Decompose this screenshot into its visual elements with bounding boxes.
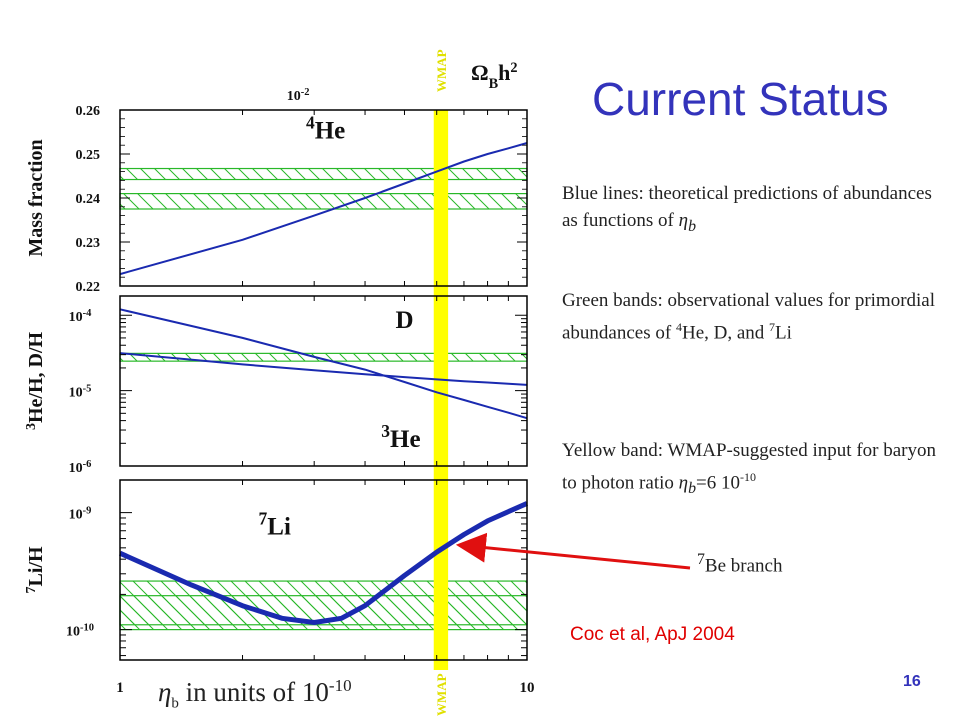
panel-frame-lithium-7 <box>119 479 528 661</box>
observation-band-helium-4-1 <box>119 193 528 210</box>
theory-curve-deuterium-helium-3-1 <box>119 352 528 386</box>
desc-blue-text: Blue lines: theoretical predictions of a… <box>562 183 932 231</box>
eta-symbol: η <box>678 472 689 494</box>
y-tick-label: 0.26 <box>76 104 101 119</box>
desc-green-text2: He, D, and <box>681 322 765 344</box>
y-axis-title-lithium-7: 7Li/H <box>24 546 48 593</box>
desc-green-text3: Li <box>775 322 792 344</box>
be-branch-arrow <box>455 532 691 570</box>
x-tick-label: 1 <box>116 680 124 696</box>
panel-frame-deuterium-helium-3 <box>119 295 528 467</box>
observation-band-helium-4-0 <box>119 167 528 181</box>
wmap-label-top: WMAP <box>434 49 449 92</box>
theory-curve-lithium-7-0 <box>118 501 529 625</box>
be-branch-label: 7Be branch <box>697 551 782 577</box>
theory-curve-deuterium-helium-3-0 <box>119 308 528 420</box>
series-label-helium-4-0: 4He <box>306 113 345 145</box>
y-tick-label: 10-10 <box>66 622 94 640</box>
eta-subscript: b <box>688 480 696 498</box>
x-axis-caption: ηb in units of 10-10 <box>158 676 352 712</box>
y-tick-label: 10-5 <box>69 383 92 401</box>
y-axis-title-helium-4: Mass fraction <box>25 139 47 256</box>
desc-green-bands: Green bands: observational values for pr… <box>562 287 942 346</box>
desc-green-sup2: 7 <box>769 320 776 334</box>
page-number: 16 <box>903 673 921 690</box>
y-tick-label: 10-6 <box>69 459 92 477</box>
y-tick-label: 10-4 <box>69 308 92 326</box>
y-tick-label: 0.23 <box>76 236 101 251</box>
theory-curve-helium-4-0 <box>119 142 528 276</box>
eta-symbol: η <box>678 210 689 231</box>
y-axis-title-deuterium-helium-3: 3He/H, D/H <box>24 332 48 431</box>
x-caption-eta: η <box>158 677 172 707</box>
desc-blue-lines: Blue lines: theoretical predictions of a… <box>562 180 942 240</box>
eta-subscript: b <box>688 217 696 235</box>
top-axis-tick-label: 10-2 <box>287 87 310 105</box>
series-label-deuterium-helium-3-1: 3He <box>381 421 420 453</box>
desc-yellow-text2: =6 10 <box>696 472 740 494</box>
series-label-lithium-7-0: 7Li <box>259 509 291 541</box>
x-caption-sup: -10 <box>328 676 352 695</box>
desc-green-sup1: 4 <box>675 320 682 334</box>
wmap-label-bottom: WMAP <box>434 673 449 716</box>
x-tick-label: 10 <box>520 680 535 696</box>
slide-title: Current Status <box>592 73 889 125</box>
y-tick-label: 0.25 <box>76 148 101 163</box>
citation: Coc et al, ApJ 2004 <box>570 624 735 645</box>
y-tick-label: 0.22 <box>76 280 101 295</box>
be-branch-text: Be branch <box>704 555 783 577</box>
y-tick-label: 10-9 <box>69 505 92 523</box>
x-caption-sub: b <box>171 695 179 712</box>
desc-yellow-sup: -10 <box>739 470 756 484</box>
desc-yellow-band: Yellow band: WMAP-suggested input for ba… <box>562 437 942 502</box>
wmap-band <box>433 110 449 670</box>
x-caption-text: in units of 10 <box>178 677 329 707</box>
top-axis-label: ΩBh2 <box>471 60 518 92</box>
desc-green-text1: Green bands: observational values for pr… <box>562 290 936 344</box>
be-branch-sup: 7 <box>697 551 705 568</box>
y-tick-label: 0.24 <box>76 192 101 207</box>
desc-yellow-text1: Yellow band: WMAP-suggested input for ba… <box>562 440 936 494</box>
series-label-deuterium-helium-3-0: D <box>395 307 413 334</box>
